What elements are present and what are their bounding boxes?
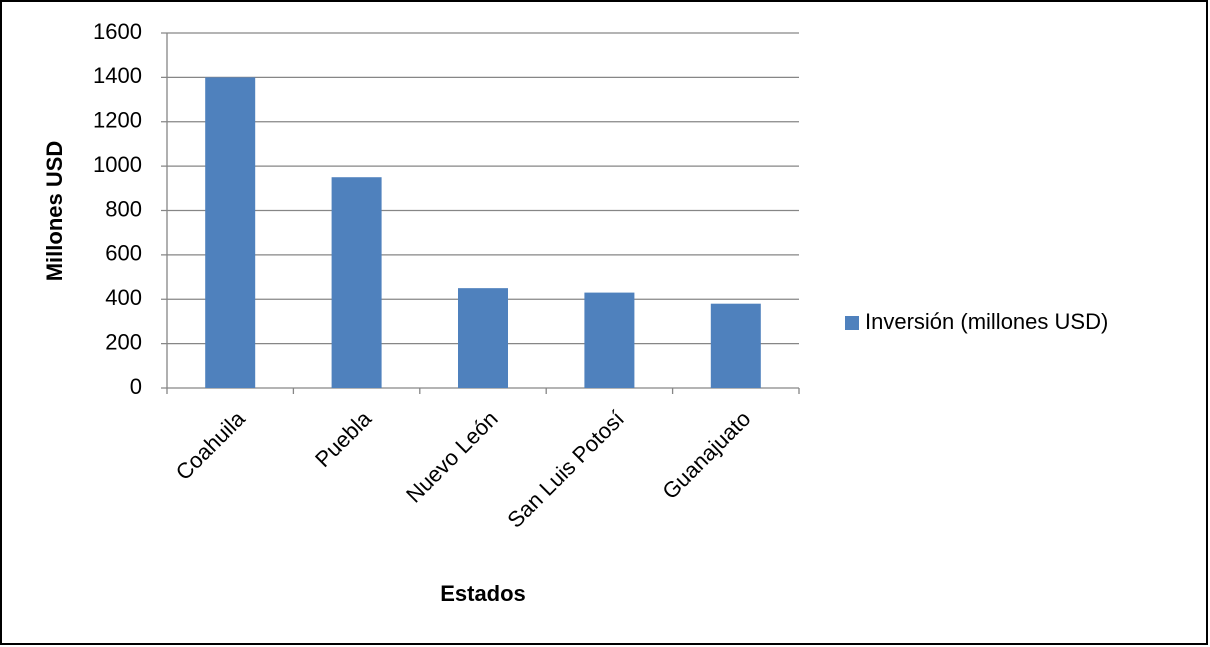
y-tick-label: 1400	[93, 63, 142, 88]
y-tick-label: 400	[105, 285, 142, 310]
bar	[331, 177, 382, 388]
y-tick-label: 1600	[93, 19, 142, 44]
y-tick-label: 1200	[93, 108, 142, 133]
bar	[584, 292, 635, 388]
y-tick-label: 800	[105, 196, 142, 221]
y-tick-label: 200	[105, 329, 142, 354]
y-tick-label: 1000	[93, 152, 142, 177]
y-axis-label: Millones USD	[42, 141, 67, 282]
x-axis-label: Estados	[440, 581, 526, 606]
bar	[205, 77, 256, 388]
legend-label: Inversión (millones USD)	[865, 309, 1108, 334]
legend-swatch	[845, 316, 859, 330]
bar	[710, 303, 761, 388]
y-tick-label: 600	[105, 241, 142, 266]
y-tick-label: 0	[130, 374, 142, 399]
bar	[458, 288, 508, 388]
